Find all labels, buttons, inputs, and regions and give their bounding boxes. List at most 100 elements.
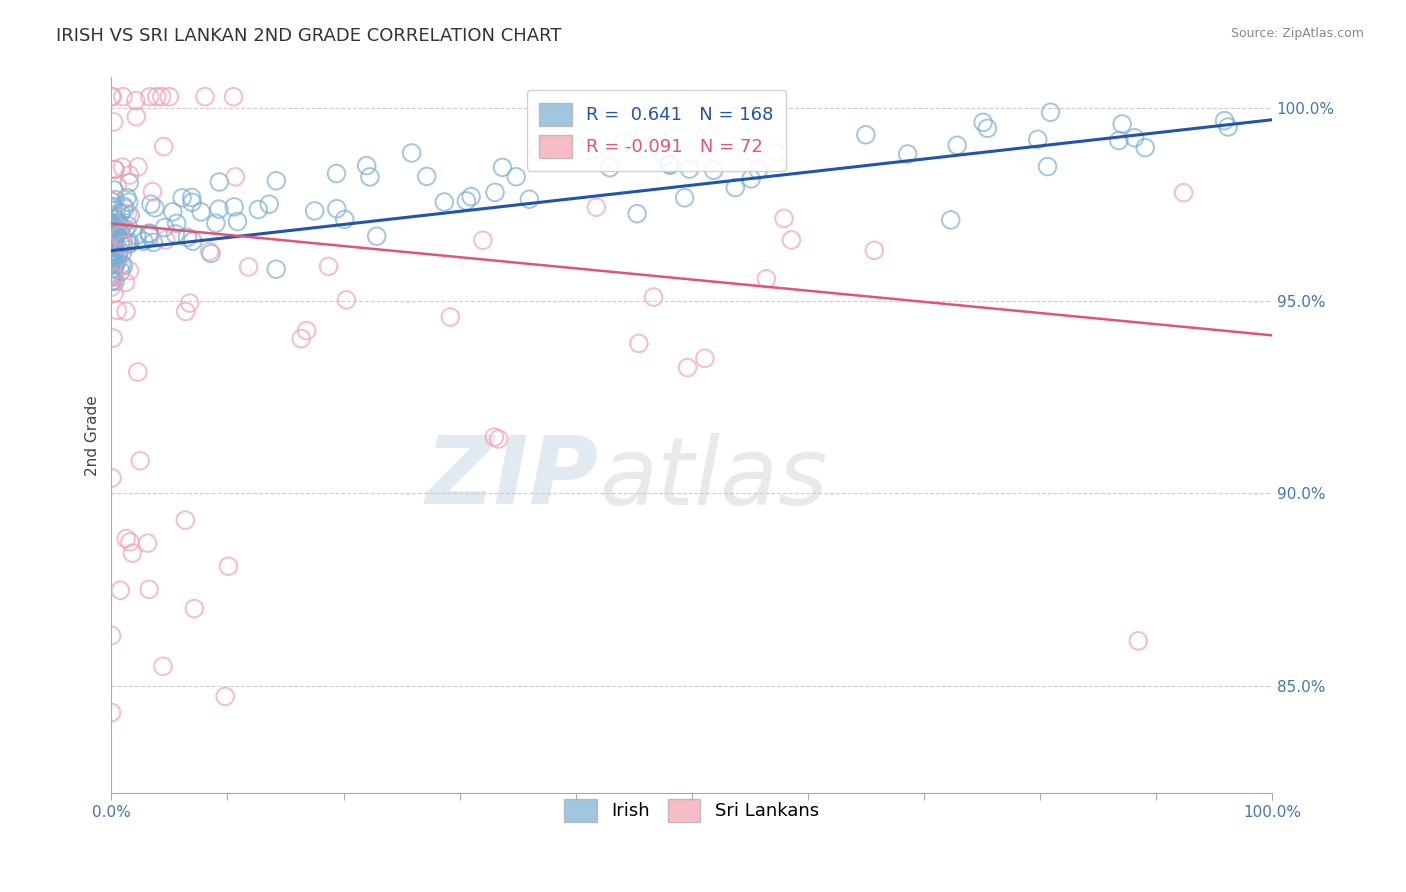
Point <box>1213 113 1236 128</box>
Point <box>401 145 423 160</box>
Point <box>433 194 456 209</box>
Point <box>100 244 122 259</box>
Point <box>179 296 201 310</box>
Point <box>181 234 204 248</box>
Point <box>108 219 131 233</box>
Point <box>100 208 122 222</box>
Point <box>678 162 700 177</box>
Point <box>101 230 124 244</box>
Point <box>626 207 648 221</box>
Point <box>103 115 125 129</box>
Point <box>174 513 197 527</box>
Point <box>612 135 634 149</box>
Point <box>208 202 231 216</box>
Point <box>101 229 124 244</box>
Point <box>101 217 124 231</box>
Point <box>104 219 127 233</box>
Point <box>162 204 184 219</box>
Point <box>105 227 128 242</box>
Point <box>658 157 681 171</box>
Point <box>217 559 239 574</box>
Point <box>484 186 506 200</box>
Point <box>226 214 249 228</box>
Point <box>703 163 725 178</box>
Point <box>101 244 124 258</box>
Point <box>104 162 127 177</box>
Point <box>105 178 128 192</box>
Point <box>939 213 962 227</box>
Point <box>104 225 127 239</box>
Point <box>110 583 132 598</box>
Point <box>103 256 125 270</box>
Point <box>460 190 482 204</box>
Point <box>110 206 132 220</box>
Point <box>104 236 127 251</box>
Point <box>1128 633 1150 648</box>
Point <box>103 220 125 235</box>
Point <box>108 224 131 238</box>
Point <box>101 239 124 253</box>
Point <box>100 231 122 245</box>
Point <box>198 244 221 259</box>
Point <box>118 237 141 252</box>
Point <box>101 331 124 345</box>
Point <box>114 202 136 216</box>
Point <box>100 269 122 284</box>
Point <box>100 239 122 253</box>
Point <box>105 220 128 235</box>
Point <box>627 336 650 351</box>
Point <box>110 264 132 278</box>
Point <box>101 249 124 263</box>
Point <box>484 430 506 444</box>
Point <box>208 175 231 189</box>
Point <box>519 192 541 206</box>
Point <box>290 332 312 346</box>
Point <box>125 94 148 108</box>
Point <box>159 89 181 103</box>
Point <box>153 220 176 235</box>
Point <box>104 257 127 271</box>
Point <box>103 244 125 259</box>
Point <box>111 89 134 103</box>
Point <box>1135 140 1157 154</box>
Point <box>190 205 212 219</box>
Point <box>120 208 142 222</box>
Point <box>166 216 188 230</box>
Point <box>100 89 122 103</box>
Point <box>118 263 141 277</box>
Point <box>100 257 122 271</box>
Point <box>673 191 696 205</box>
Point <box>103 217 125 231</box>
Point <box>155 233 177 247</box>
Text: atlas: atlas <box>599 433 827 524</box>
Point <box>101 89 124 103</box>
Point <box>740 172 762 186</box>
Point <box>117 206 139 220</box>
Point <box>105 202 128 217</box>
Point <box>416 169 439 184</box>
Point <box>101 248 124 262</box>
Point <box>121 546 143 560</box>
Point <box>103 236 125 251</box>
Point <box>115 191 138 205</box>
Point <box>118 534 141 549</box>
Point <box>103 211 125 226</box>
Point <box>100 229 122 244</box>
Point <box>141 185 163 199</box>
Point <box>100 280 122 294</box>
Point <box>976 121 998 136</box>
Point <box>100 247 122 261</box>
Point <box>111 220 134 235</box>
Point <box>264 174 287 188</box>
Point <box>172 191 194 205</box>
Point <box>194 89 217 103</box>
Point <box>100 216 122 230</box>
Point <box>471 233 494 247</box>
Point <box>104 162 127 177</box>
Point <box>439 310 461 324</box>
Point <box>205 216 228 230</box>
Point <box>1026 132 1049 146</box>
Point <box>104 275 127 289</box>
Point <box>152 659 174 673</box>
Legend: Irish, Sri Lankans: Irish, Sri Lankans <box>551 786 831 834</box>
